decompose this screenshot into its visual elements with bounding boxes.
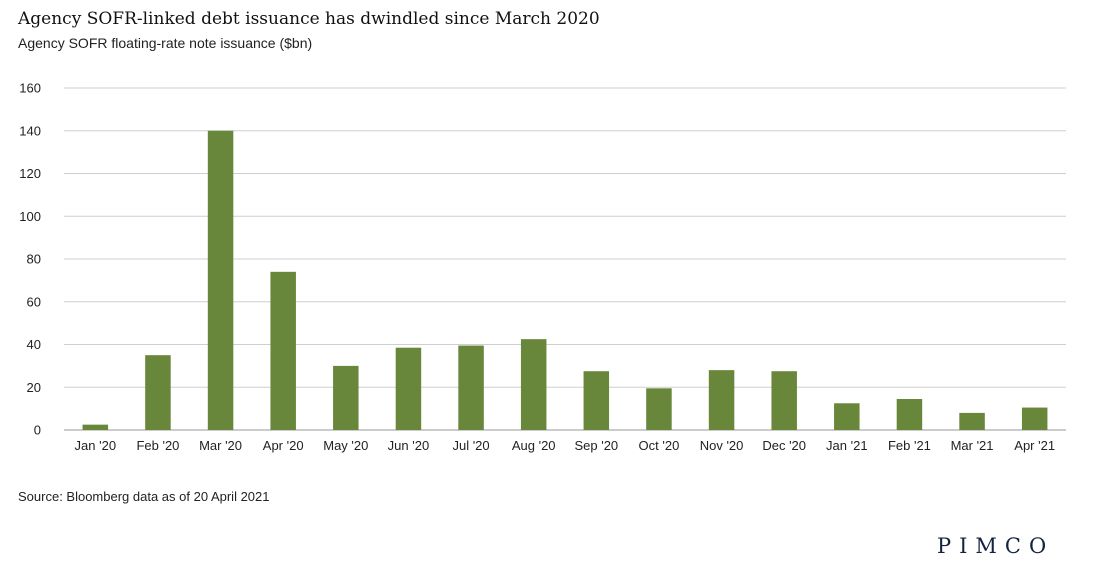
x-tick-label: Aug '20: [512, 438, 556, 453]
x-tick-label: Dec '20: [762, 438, 806, 453]
x-tick-label: Apr '21: [1014, 438, 1055, 453]
x-tick-label: Jan '20: [75, 438, 117, 453]
y-tick-label: 80: [27, 252, 41, 267]
bar: [333, 365, 359, 430]
bar: [270, 271, 296, 430]
y-tick-label: 140: [19, 123, 41, 138]
x-tick-label: Jan '21: [826, 438, 868, 453]
y-tick-label: 0: [34, 423, 41, 438]
bar: [520, 339, 547, 430]
pimco-logo: PIMCO: [937, 534, 1055, 558]
x-axis-ticks: Jan '20 Feb '20 Mar '20 Apr '20 May '20 Jun '…: [75, 438, 1056, 453]
bar: [646, 388, 672, 430]
bar: [207, 130, 234, 430]
y-tick-label: 120: [19, 166, 41, 181]
bars: [82, 130, 1048, 430]
bar: [395, 347, 422, 430]
x-tick-label: Apr '20: [263, 438, 304, 453]
x-tick-label: Mar '20: [199, 438, 242, 453]
x-tick-label: Feb '21: [888, 438, 931, 453]
y-tick-label: 160: [19, 81, 41, 96]
source-note: Source: Bloomberg data as of 20 April 20…: [18, 489, 270, 504]
bar: [145, 355, 171, 430]
bar: [708, 370, 735, 430]
y-tick-label: 20: [27, 380, 41, 395]
x-tick-label: Jun '20: [388, 438, 430, 453]
x-tick-label: Sep '20: [574, 438, 618, 453]
bar: [959, 412, 985, 430]
bar: [82, 424, 109, 430]
y-tick-label: 40: [27, 337, 41, 352]
y-tick-label: 100: [19, 209, 41, 224]
x-tick-label: Feb '20: [136, 438, 179, 453]
bar: [896, 399, 923, 430]
chart-title: Agency SOFR-linked debt issuance has dwi…: [18, 9, 600, 29]
x-tick-label: Mar '21: [951, 438, 994, 453]
bar: [1021, 407, 1048, 430]
x-tick-label: May '20: [323, 438, 368, 453]
bar: [771, 371, 797, 430]
bar: [583, 371, 610, 430]
chart-subtitle: Agency SOFR floating-rate note issuance …: [18, 35, 313, 51]
bar: [834, 403, 860, 430]
bar-chart: 0 20 40 60 80 100 120 140 160 Jan '20 Feb '20 Mar …: [19, 81, 1066, 453]
bar: [458, 345, 484, 430]
x-tick-label: Nov '20: [700, 438, 744, 453]
x-tick-label: Jul '20: [452, 438, 489, 453]
y-tick-label: 60: [27, 294, 41, 309]
y-axis-ticks: 0 20 40 60 80 100 120 140 160: [19, 81, 41, 438]
x-tick-label: Oct '20: [639, 438, 680, 453]
